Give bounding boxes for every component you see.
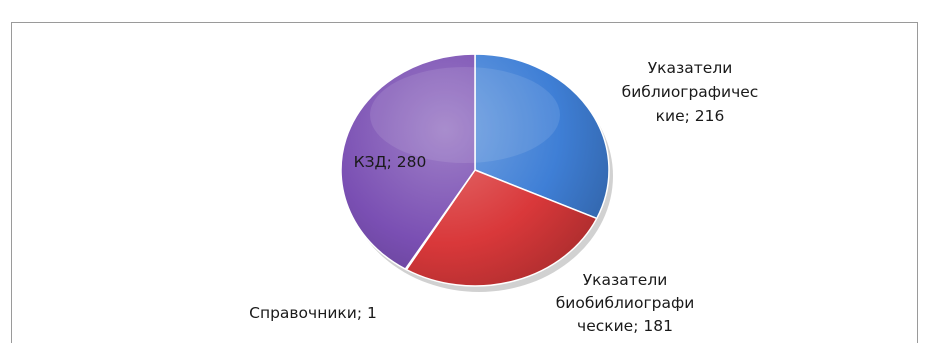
pie-data-label: Справочники; 1 xyxy=(249,304,377,322)
pie-data-label-line: кие; 216 xyxy=(656,107,725,125)
pie-data-label: Указатели библиографичес кие; 216 xyxy=(622,59,759,125)
pie-slice xyxy=(474,53,610,220)
pie-slice xyxy=(340,53,476,270)
pie-data-label-line: ческие; 181 xyxy=(577,317,673,335)
pie-highlight xyxy=(370,67,560,163)
pie-data-label: Указатели биобиблиографи ческие; 181 xyxy=(556,271,695,335)
pie-data-label-line: Указатели xyxy=(648,59,733,77)
pie-data-label-line: Справочники; 1 xyxy=(249,304,377,322)
pie-data-label-line: КЗД; 280 xyxy=(354,153,427,171)
pie-data-label: КЗД; 280 xyxy=(354,153,427,171)
pie-data-label-line: биобиблиографи xyxy=(556,294,695,312)
pie-data-label-line: Указатели xyxy=(583,271,668,289)
pie-slices xyxy=(340,53,610,287)
pie-data-label-line: библиографичес xyxy=(622,83,759,101)
pie-data-labels: Указатели библиографичес кие; 216Указатели… xyxy=(249,59,758,335)
pie-slice xyxy=(405,169,598,287)
